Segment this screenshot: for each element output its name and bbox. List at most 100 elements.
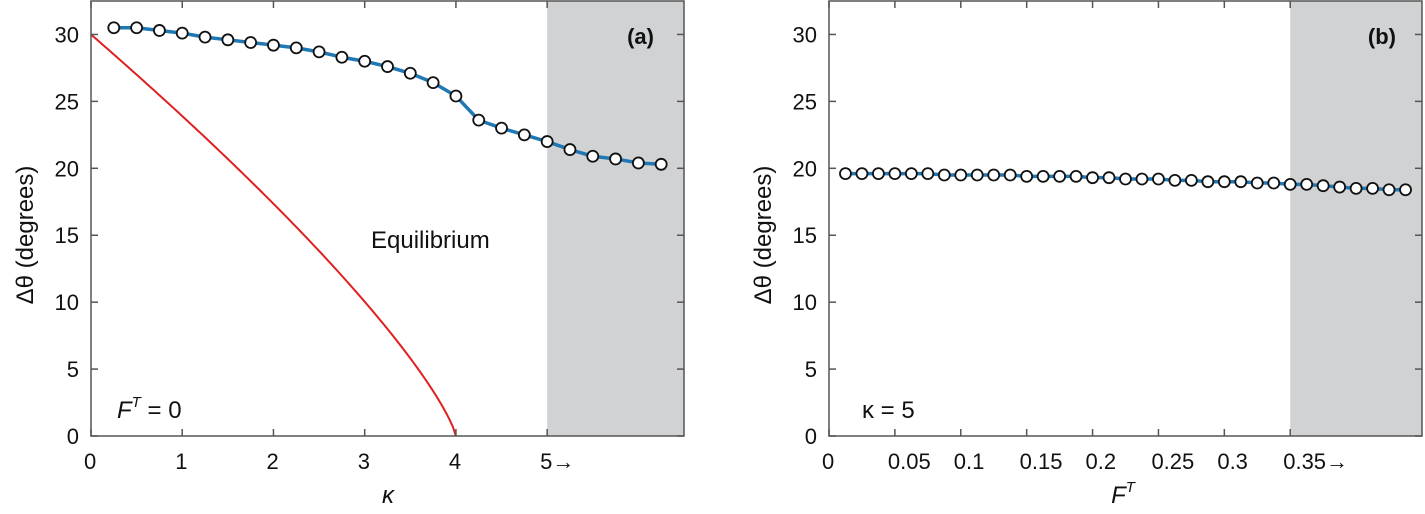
panel-a: 0 1 2 3 4 5→ 0 5 10 15 20 25 30 (a) Equilibrium FT … (12, 0, 685, 509)
data-point (540, 135, 554, 148)
panel-b-x-ticks: 0 0.05 0.1 0.15 0.2 0.25 0.3 0.35→ (822, 1, 1348, 474)
condition-value: = 0 (141, 397, 182, 424)
x-tick-label: 0.3 (1217, 449, 1248, 474)
data-point (1382, 183, 1396, 197)
data-point (198, 30, 212, 44)
data-point (855, 167, 869, 181)
x-tick-label: 0 (84, 449, 96, 474)
data-point (153, 24, 166, 37)
panel-a-x-axis-label: κ (382, 482, 396, 509)
panel-a-y-axis-label: Δθ (degrees) (12, 166, 39, 305)
panel-a-condition-annotation: FT = 0 (117, 394, 182, 424)
data-point (335, 50, 349, 64)
panel-b-markers (839, 167, 1412, 197)
data-point (358, 54, 372, 68)
data-point (1152, 172, 1165, 186)
data-point (381, 60, 394, 73)
x-tick-label: 2 (266, 449, 278, 474)
x-tick-label: 4 (449, 449, 461, 474)
y-tick-label: 20 (55, 156, 79, 181)
data-point (839, 167, 852, 181)
y-tick-label: 15 (793, 223, 817, 248)
data-point (495, 121, 508, 135)
data-point (267, 38, 280, 52)
y-tick-label: 0 (805, 424, 817, 449)
data-point (1250, 176, 1264, 190)
data-point (872, 167, 885, 181)
panel-a-x-ticks: 0 1 2 3 4 5→ (84, 1, 574, 474)
data-point (1036, 169, 1050, 183)
data-point (1119, 172, 1132, 186)
data-point (449, 89, 463, 103)
condition-t-superscript: T (132, 394, 143, 411)
data-point (1102, 171, 1116, 185)
data-point (1366, 181, 1379, 195)
data-point (1300, 177, 1314, 191)
x-tick-label: 0.1 (954, 449, 985, 474)
data-point (1020, 169, 1034, 183)
panel-b-shaded-region (1290, 1, 1422, 436)
data-point (1201, 175, 1215, 189)
x-label-f-symbol: F (1111, 482, 1127, 509)
panel-b-y-axis-label: Δθ (degrees) (750, 166, 777, 305)
data-point (888, 167, 902, 181)
data-point (987, 168, 1001, 182)
data-point (1168, 173, 1182, 187)
data-point (904, 167, 918, 181)
data-point (1283, 177, 1297, 191)
equilibrium-annotation: Equilibrium (371, 227, 490, 254)
equilibrium-curve (90, 33, 457, 437)
y-tick-label: 10 (55, 290, 79, 315)
y-tick-label: 25 (55, 89, 79, 114)
panel-b-x-axis-label: FT (1111, 479, 1137, 509)
data-point (1086, 171, 1099, 185)
data-point (289, 41, 303, 55)
x-tick-label: 1 (175, 449, 187, 474)
y-tick-label: 20 (793, 156, 817, 181)
x-tick-label: 0.25 (1151, 449, 1194, 474)
data-point (954, 168, 968, 182)
data-point (1003, 168, 1017, 182)
y-tick-label: 10 (793, 290, 817, 315)
data-point (107, 21, 121, 35)
data-point (631, 156, 645, 170)
data-point (1349, 181, 1363, 195)
panel-b-condition-annotation: κ = 5 (862, 397, 915, 424)
data-point (175, 26, 189, 40)
data-point (1267, 176, 1281, 190)
data-point (1399, 183, 1412, 197)
data-point (970, 168, 984, 182)
data-point (403, 66, 417, 80)
y-tick-label: 15 (55, 223, 79, 248)
x-label-t-superscript: T (1126, 479, 1137, 496)
data-point (1217, 175, 1231, 189)
data-point (244, 36, 258, 49)
condition-f-symbol: F (117, 397, 133, 424)
data-point (130, 21, 144, 35)
data-point (586, 149, 600, 163)
data-point (1333, 180, 1347, 194)
y-tick-label: 5 (805, 357, 817, 382)
data-point (654, 157, 668, 171)
data-point (921, 167, 935, 181)
data-point (1069, 169, 1083, 183)
x-tick-label: 0.35→ (1283, 449, 1348, 474)
panel-a-plot-frame (90, 0, 685, 437)
data-point (221, 33, 235, 47)
panel-b-plot-frame (828, 0, 1423, 437)
panel-a-y-ticks: 0 5 10 15 20 25 30 (55, 22, 684, 449)
x-tick-label: 3 (358, 449, 370, 474)
data-point (472, 113, 486, 127)
data-point (1234, 175, 1248, 189)
data-point (563, 143, 577, 156)
data-point (609, 152, 622, 166)
panel-a-shaded-region (547, 1, 684, 436)
y-tick-label: 30 (793, 22, 817, 47)
panel-a-label: (a) (627, 24, 654, 49)
y-tick-label: 5 (67, 357, 79, 382)
data-point (937, 168, 951, 182)
data-point (1316, 179, 1330, 193)
y-tick-label: 30 (55, 22, 79, 47)
